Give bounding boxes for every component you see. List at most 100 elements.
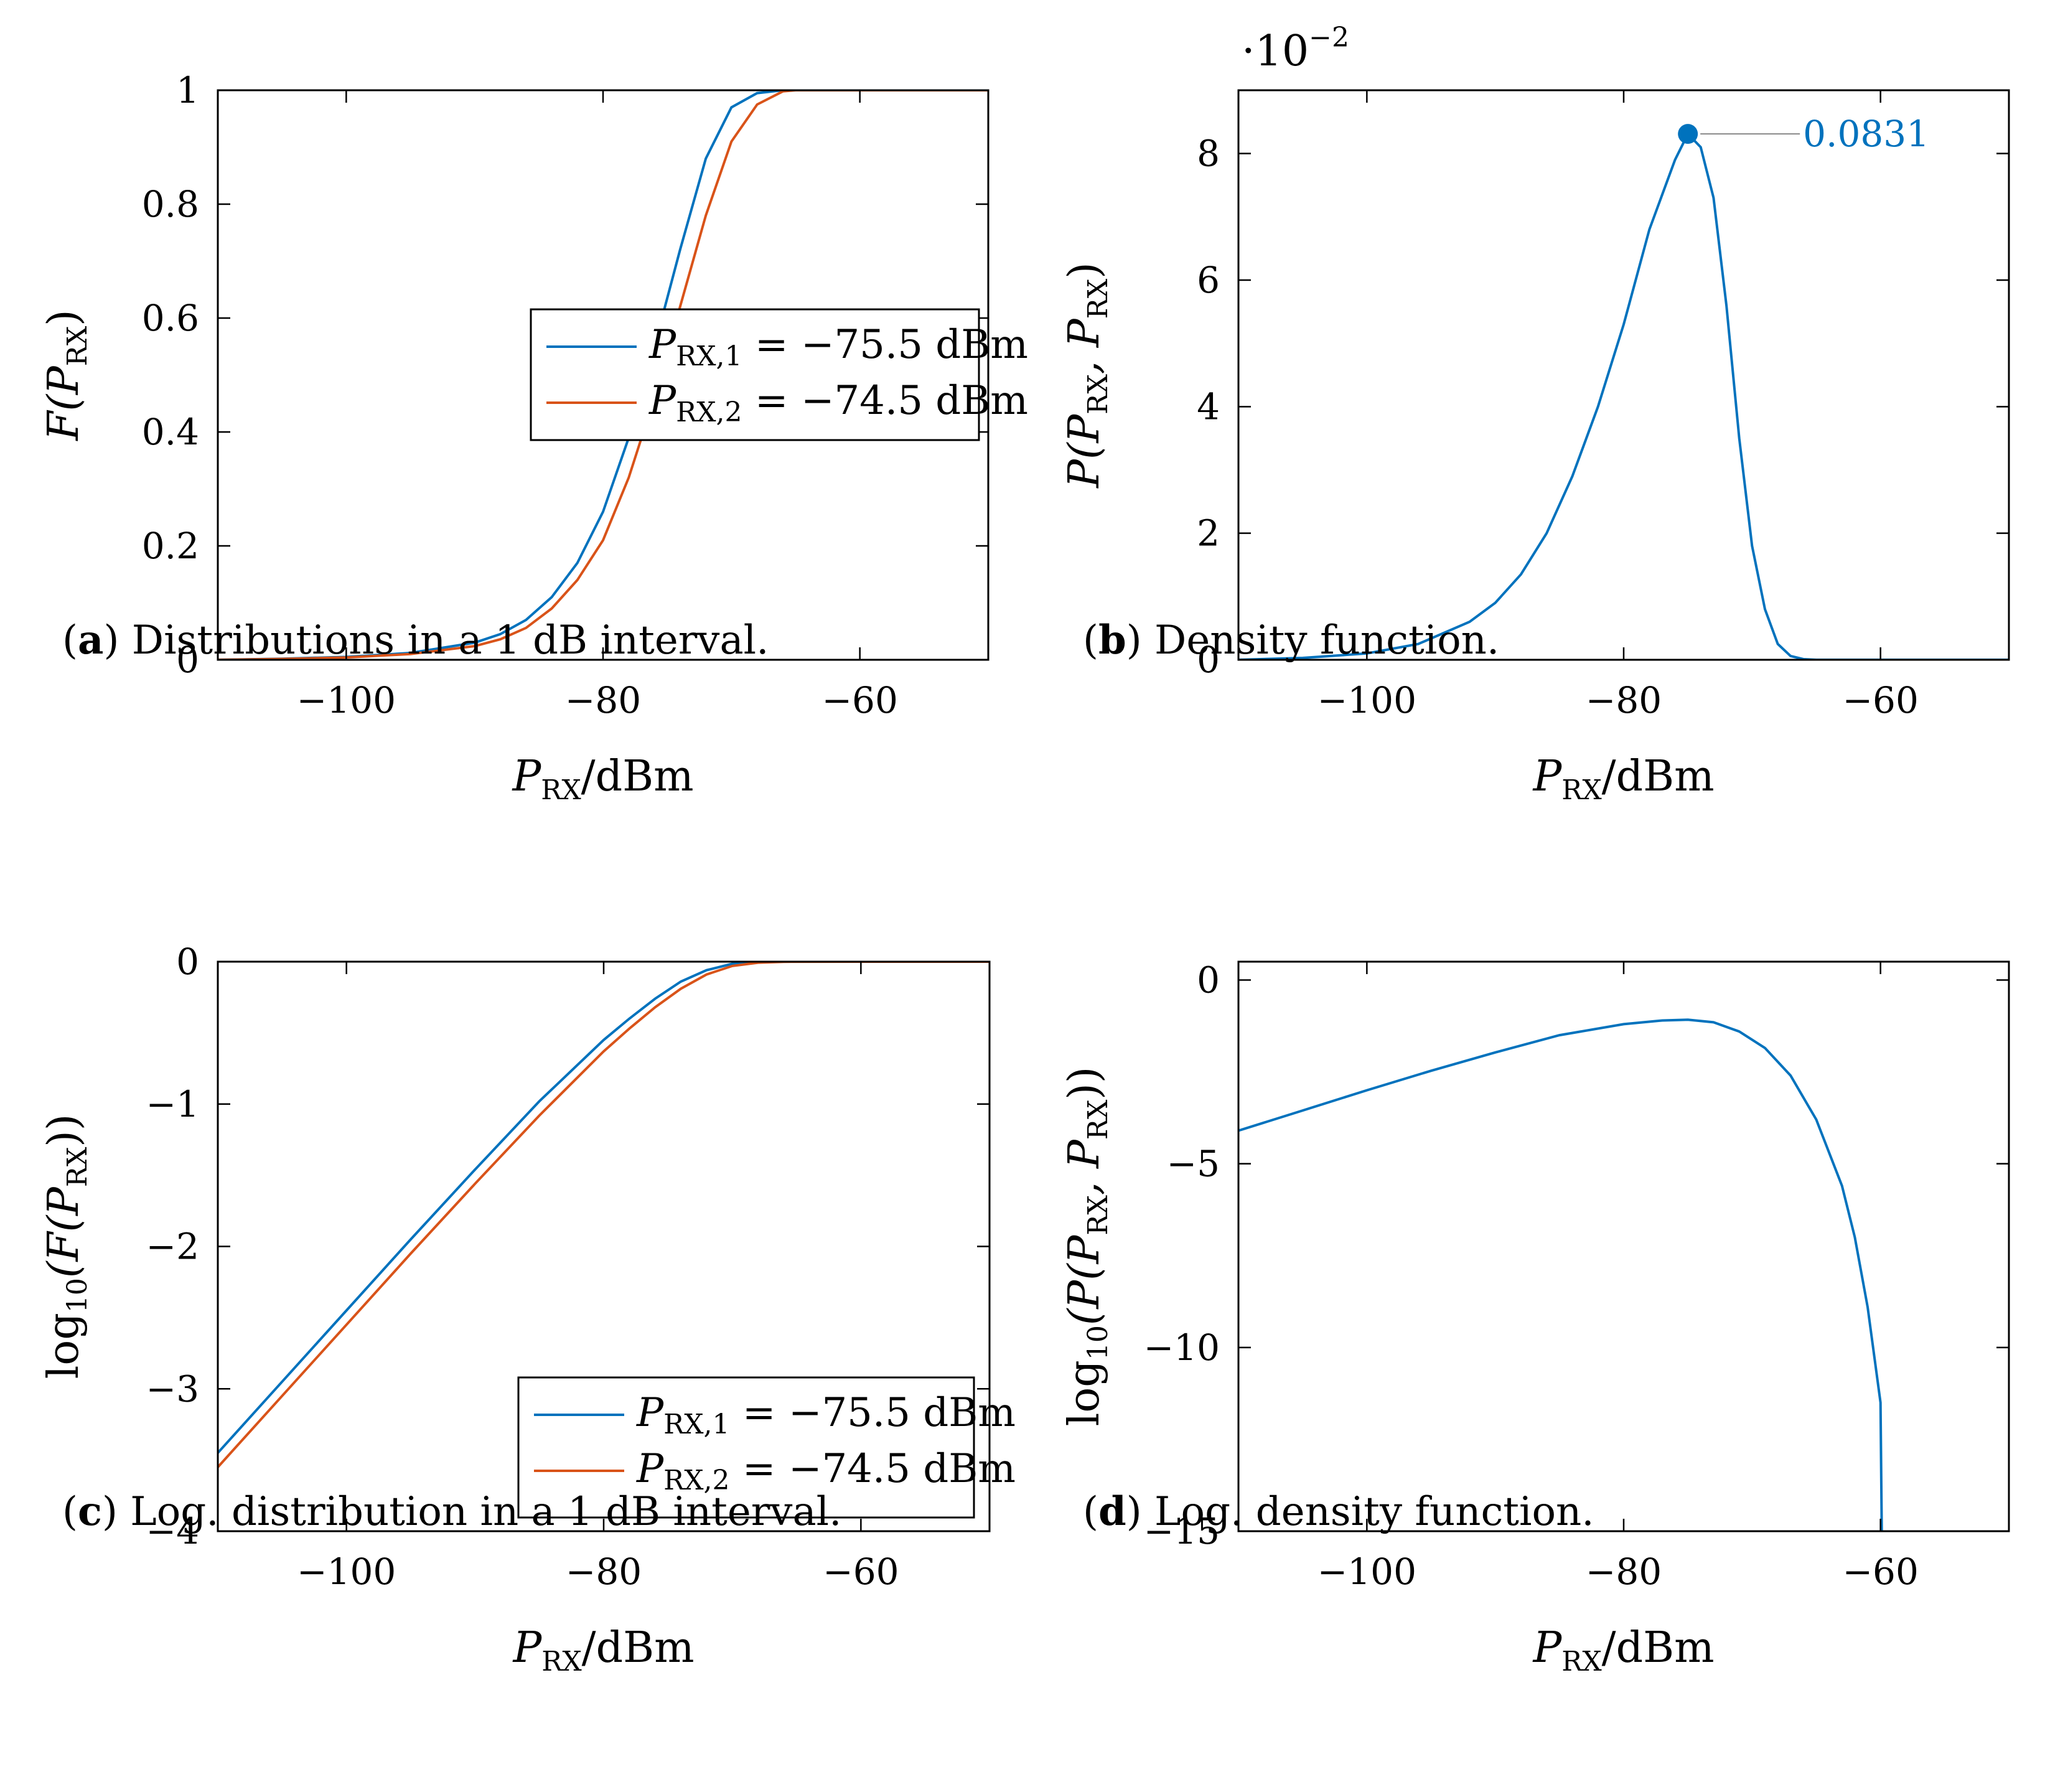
x-label-sub: RX (541, 1646, 582, 1677)
legend-main: P (636, 1390, 664, 1436)
y-tick-label: 0 (1197, 959, 1220, 1002)
legend-sub: RX,1 (676, 340, 742, 372)
x-tick-label: −80 (1586, 1550, 1662, 1593)
legend-rest: = −74.5 dBm (730, 1446, 1016, 1492)
y-label-sub: RX (62, 326, 93, 366)
y-label-rest: (P(P (1060, 1234, 1109, 1325)
x-label-sub: RX (1561, 774, 1602, 806)
y-label-close: ) (1060, 262, 1109, 279)
caption-text: ) Log. density function. (1126, 1489, 1594, 1535)
x-axis-label: PRX/dBm (512, 1623, 694, 1677)
caption-open: ( (62, 617, 78, 664)
scale-base: ·10 (1242, 27, 1309, 76)
y-tick-label: 0.2 (142, 525, 199, 567)
caption-letter: c (78, 1488, 102, 1535)
chart-c-group: −100 −80 −60−4−3−2−10PRX/dBmlog10(F(PRX))P… (39, 941, 1016, 1677)
x-label-unit: /dBm (581, 752, 694, 801)
x-tick-label: −100 (1317, 679, 1416, 721)
scale-label: ·10−2 (1242, 22, 1349, 76)
caption-letter: b (1098, 617, 1126, 664)
x-axis-label: PRX/dBm (1532, 1623, 1714, 1677)
caption-text: ) Distributions in a 1 dB interval. (103, 617, 769, 664)
y-label-sub: RX (1082, 1194, 1114, 1235)
x-axis-label: PRX/dBm (511, 752, 693, 806)
x-tick-label: −100 (297, 1550, 396, 1593)
y-tick-label: −1 (146, 1083, 200, 1125)
y-label-sub: RX (62, 1147, 93, 1187)
caption-open: ( (1083, 617, 1098, 664)
x-tick-label: −60 (1842, 679, 1918, 721)
y-tick-label: −2 (146, 1226, 200, 1268)
x-label-unit: /dBm (1602, 1623, 1715, 1672)
y-label-sub2: RX (1082, 278, 1114, 319)
y-label-close: )) (39, 1114, 88, 1147)
y-tick-label: −5 (1167, 1143, 1220, 1185)
y-tick-label: 0 (176, 941, 199, 983)
caption-text: ) Log. distribution in a 1 dB interval. (102, 1489, 841, 1535)
legend-label: PRX,2 = −74.5 dBm (636, 1446, 1016, 1496)
y-label-sub10: 10 (62, 1278, 93, 1313)
y-tick-label: 0.8 (142, 183, 199, 225)
caption-text: ) Density function. (1126, 617, 1500, 664)
x-tick-label: −60 (821, 679, 897, 721)
caption-letter: a (78, 617, 103, 664)
x-tick-label: −80 (566, 1550, 642, 1593)
y-axis-label: log10(P(PRX, PRX)) (1060, 1067, 1114, 1427)
y-tick-label: 8 (1197, 133, 1220, 175)
y-label-sub10: 10 (1082, 1325, 1114, 1360)
legend-rest: = −74.5 dBm (742, 378, 1028, 424)
series-line-b-0 (1238, 131, 2009, 660)
scale-exp: −2 (1309, 22, 1349, 54)
y-label-mid: , P (1060, 1139, 1109, 1195)
y-label-sub: RX (1082, 374, 1114, 415)
y-label-close: ) (39, 309, 88, 326)
y-tick-label: 6 (1197, 259, 1220, 301)
y-axis-label: P(PRX, PRX) (1060, 262, 1114, 489)
legend-rest: = −75.5 dBm (730, 1390, 1016, 1436)
y-axis-label: log10(F(PRX)) (39, 1114, 93, 1379)
plot-frame (1237, 89, 2010, 661)
legend-label: PRX,2 = −74.5 dBm (648, 378, 1028, 428)
y-tick-label: 1 (176, 69, 199, 111)
x-tick-label: −100 (1317, 1550, 1416, 1593)
legend-box (517, 1376, 975, 1519)
caption-letter: d (1098, 1488, 1126, 1535)
y-tick-label: 0 (176, 639, 199, 681)
y-tick-label: −15 (1144, 1510, 1220, 1552)
x-label-main: P (1532, 1623, 1562, 1672)
plot-frame (1237, 960, 2010, 1532)
y-tick-label: 0 (1197, 639, 1220, 681)
y-label-text: P(P (1060, 413, 1109, 489)
legend-label: PRX,1 = −75.5 dBm (636, 1390, 1016, 1440)
caption: (d) Log. density function. (1083, 1488, 1594, 1535)
chart-a-group: −100 −80 −6000.20.40.60.81PRX/dBmF(PRX)PRX… (39, 69, 1028, 806)
y-label-log: log (39, 1313, 88, 1379)
legend-sub: RX,2 (663, 1465, 729, 1496)
y-label-text: F(P (39, 365, 88, 442)
y-label-sub2: RX (1082, 1099, 1114, 1140)
y-tick-label: 0.6 (142, 297, 199, 339)
y-tick-label: −3 (146, 1367, 200, 1410)
caption: (a) Distributions in a 1 dB interval. (62, 617, 769, 664)
x-label-sub: RX (541, 774, 581, 806)
y-label-mid: , P (1060, 318, 1109, 374)
caption: (c) Log. distribution in a 1 dB interval… (62, 1488, 841, 1535)
x-tick-label: −80 (1586, 679, 1662, 721)
y-tick-label: 0.4 (142, 411, 199, 453)
legend-sub: RX,2 (676, 396, 742, 428)
x-label-main: P (512, 1623, 542, 1672)
legend-main: P (636, 1446, 664, 1492)
caption: (b) Density function. (1083, 617, 1499, 664)
x-label-sub: RX (1561, 1646, 1602, 1677)
caption-open: ( (1083, 1489, 1098, 1535)
caption-open: ( (62, 1489, 78, 1535)
y-tick-label: 4 (1197, 385, 1220, 428)
x-tick-label: −60 (1842, 1550, 1918, 1593)
x-label-unit: /dBm (1602, 752, 1715, 801)
x-label-main: P (511, 752, 541, 801)
x-label-main: P (1532, 752, 1562, 801)
series-line-d-0 (1238, 1018, 1883, 1531)
y-label-rest: (F(P (39, 1186, 88, 1278)
